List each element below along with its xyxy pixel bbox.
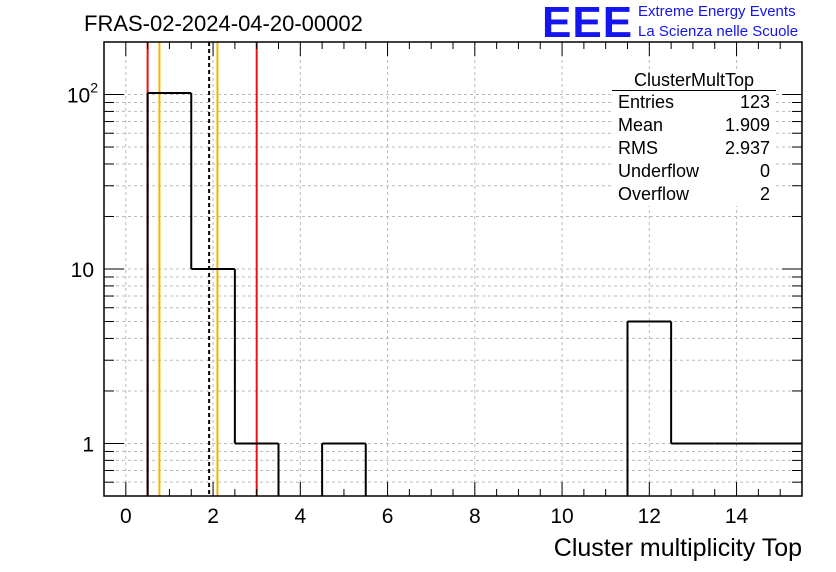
stats-box: ClusterMultTop Entries 123 Mean 1.909 RM… xyxy=(612,70,776,206)
logo-subtitle-line1: Extreme Energy Events xyxy=(638,3,796,20)
x-tick-label: 12 xyxy=(638,505,661,528)
y-tick-label: 102 xyxy=(67,80,98,108)
stats-value: 2 xyxy=(759,184,770,204)
x-tick-label: 8 xyxy=(469,505,481,528)
x-tick-label: 2 xyxy=(207,505,219,528)
x-tick-label: 6 xyxy=(382,505,394,528)
stats-label: Underflow xyxy=(618,161,700,181)
chart-title: FRAS-02-2024-04-20-00002 xyxy=(84,11,363,36)
stats-value: 123 xyxy=(739,92,770,112)
eee-logo: EEE xyxy=(542,0,634,47)
stats-label: Entries xyxy=(618,92,675,112)
stats-value: 1.909 xyxy=(724,115,770,135)
stats-label: Overflow xyxy=(618,184,690,204)
stats-title: ClusterMultTop xyxy=(612,70,776,91)
y-tick-label: 1 xyxy=(82,433,94,456)
x-axis: 0 2 4 6 8 10 12 14 xyxy=(103,42,803,528)
stats-label: RMS xyxy=(618,138,658,158)
stats-row-overflow: Overflow 2 xyxy=(612,183,776,206)
stats-value: 2.937 xyxy=(724,138,770,158)
stats-row-entries: Entries 123 xyxy=(612,91,776,114)
stats-row-mean: Mean 1.909 xyxy=(612,114,776,137)
y-tick-label: 10 xyxy=(71,259,94,282)
logo-subtitle-line2: La Scienza nelle Scuole xyxy=(638,23,799,40)
grid-lines xyxy=(104,41,802,497)
x-tick-label: 0 xyxy=(120,505,132,528)
stats-row-underflow: Underflow 0 xyxy=(612,160,776,183)
x-tick-label: 4 xyxy=(294,505,306,528)
stats-row-rms: RMS 2.937 xyxy=(612,137,776,160)
stats-label: Mean xyxy=(618,115,664,135)
x-tick-label: 14 xyxy=(725,505,749,528)
x-axis-label: Cluster multiplicity Top xyxy=(553,534,802,562)
histogram-bars xyxy=(146,92,802,496)
x-tick-label: 10 xyxy=(550,505,573,528)
stats-value: 0 xyxy=(759,161,770,181)
y-tick-label-base: 10 xyxy=(67,85,90,108)
y-tick-label-exponent: 2 xyxy=(90,80,98,96)
